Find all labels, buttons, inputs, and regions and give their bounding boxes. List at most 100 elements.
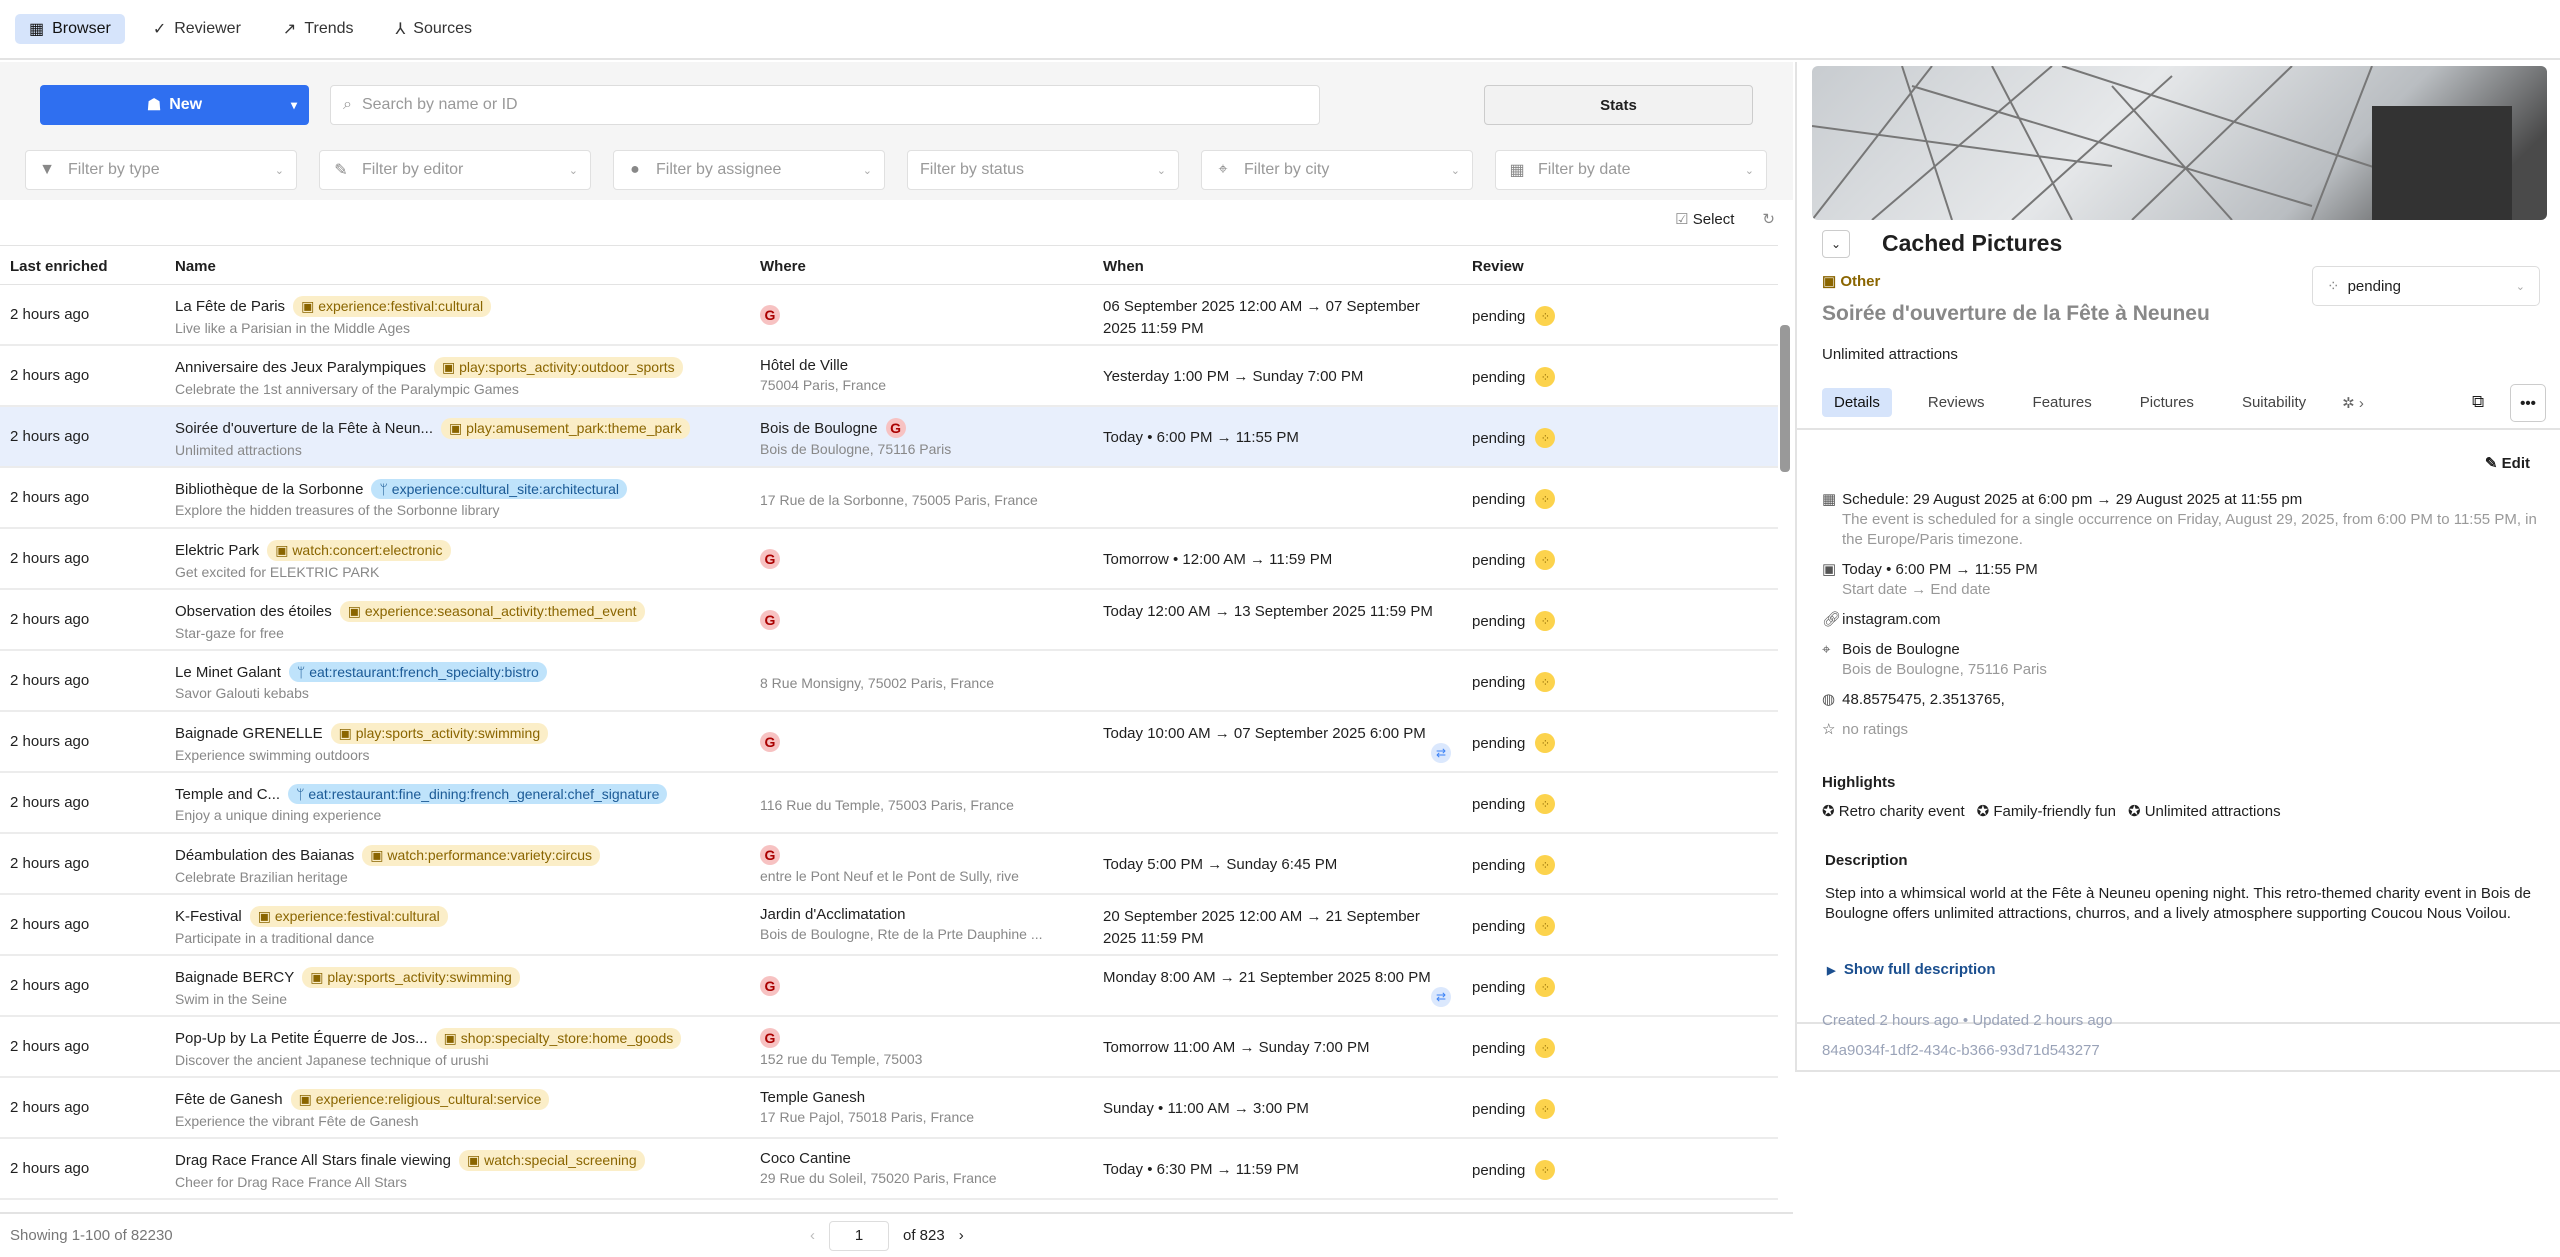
tab-details[interactable]: Details <box>1822 388 1892 417</box>
last-enriched: 2 hours ago <box>10 306 90 323</box>
event-name: Drag Race France All Stars finale viewin… <box>175 1152 451 1169</box>
star-icon: ☆ <box>1822 721 1836 738</box>
nav-reviewer[interactable]: ✓ Reviewer <box>152 20 241 38</box>
pending-icon: ⁘ <box>1535 855 1556 875</box>
filter-editor[interactable]: ✎ Filter by editor ⌄ <box>319 150 591 190</box>
calendar-star-icon: ▣ <box>466 1152 481 1168</box>
place-address: entre le Pont Neuf et le Pont de Sully, … <box>760 868 1019 884</box>
table-row[interactable]: 2 hours ago Anniversaire des Jeux Paraly… <box>0 346 1778 407</box>
table-row[interactable]: 2 hours ago K-Festival ▣ experience:festi… <box>0 895 1778 956</box>
pending-icon: ⁘ <box>1535 489 1556 509</box>
calendar-star-icon: ▣ <box>370 847 384 863</box>
place-address: 17 Rue Pajol, 75018 Paris, France <box>760 1109 975 1125</box>
review-status: pending <box>1472 429 1526 447</box>
category-tag: ▣ play:sports_activity:swimming <box>302 967 520 988</box>
tab-features[interactable]: Features <box>2032 394 2092 411</box>
toolbar: ☗ New ▾ ⌕ Search by name or ID Stats ▼ Filte… <box>0 62 1793 200</box>
bug-icon[interactable]: ✲ › <box>2342 394 2364 412</box>
external-link-icon[interactable]: ⧉ <box>2472 392 2485 411</box>
tab-pictures[interactable]: Pictures <box>2139 394 2194 411</box>
filter-date[interactable]: ▦ Filter by date ⌄ <box>1495 150 1767 190</box>
col-review[interactable]: Review <box>1472 258 1524 275</box>
status-select[interactable]: ⁘ pending ⌄ <box>2312 266 2540 306</box>
table-row[interactable]: 2 hours ago Baignade BERCY ▣ play:sports_… <box>0 956 1778 1017</box>
table-row[interactable]: 2 hours ago Fête de Ganesh ▣ experience:r… <box>0 1078 1778 1139</box>
check-circle-icon: ✓ <box>152 21 167 38</box>
event-name: Soirée d'ouverture de la Fête à Neun... <box>175 420 434 437</box>
calendar-star-icon: ▣ <box>1822 561 1837 578</box>
table-row[interactable]: 2 hours ago Elektric Park ▣ watch:concert… <box>0 529 1778 590</box>
refresh-icon[interactable]: ↻ <box>1762 211 1775 228</box>
col-where[interactable]: Where <box>760 258 806 275</box>
when-info: ▣ Today • 6:00 PM → 11:55 PM Start date →… <box>1822 561 2038 598</box>
filter-assignee[interactable]: ● Filter by assignee ⌄ <box>613 150 885 190</box>
review-status: pending <box>1472 307 1526 325</box>
page-input[interactable]: 1 <box>829 1220 889 1251</box>
place-name: Bois de Boulogne <box>760 419 878 437</box>
table-row[interactable]: 2 hours ago Pop-Up by La Petite Équerre … <box>0 1017 1778 1078</box>
table-row[interactable]: 2 hours ago Drag Race France All Stars f… <box>0 1139 1778 1200</box>
nav-sources[interactable]: ⅄ Sources <box>395 20 472 38</box>
tab-reviews[interactable]: Reviews <box>1927 394 1985 411</box>
edit-button[interactable]: ✎ Edit <box>2484 455 2530 472</box>
category-label: ▣ Other <box>1822 273 1881 290</box>
col-name[interactable]: Name <box>175 258 216 275</box>
new-button[interactable]: ☗ New ▾ <box>40 85 309 125</box>
nav-browser[interactable]: ▦ Browser <box>15 14 125 44</box>
collapse-button[interactable]: ⌄ <box>1822 230 1850 258</box>
pending-icon: ⁘ <box>1535 794 1556 814</box>
last-enriched: 2 hours ago <box>10 1099 90 1116</box>
nav-trends[interactable]: ↗ Trends <box>282 20 354 38</box>
table-row[interactable]: 2 hours ago Observation des étoiles ▣ exp… <box>0 590 1778 651</box>
pending-icon: ⁘ <box>1535 306 1556 326</box>
col-last-enriched[interactable]: Last enriched <box>10 258 108 275</box>
table-row[interactable]: 2 hours ago Baignade GRENELLE ▣ play:spor… <box>0 712 1778 773</box>
tab-suitability[interactable]: Suitability <box>2241 394 2307 411</box>
last-enriched: 2 hours ago <box>10 672 90 689</box>
place-address: Bois de Boulogne, 75116 Paris <box>760 441 952 457</box>
filter-city[interactable]: ⌖ Filter by city ⌄ <box>1201 150 1473 190</box>
event-subtitle: Celebrate the 1st anniversary of the Par… <box>175 381 519 397</box>
more-button[interactable]: ••• <box>2510 384 2546 422</box>
filter-status[interactable]: Filter by status ⌄ <box>907 150 1179 190</box>
highlight-item: ✪ Retro charity event <box>1822 803 1965 820</box>
google-icon: G <box>885 418 906 438</box>
google-icon: G <box>760 610 780 630</box>
search-input[interactable]: ⌕ Search by name or ID <box>330 85 1320 125</box>
ratings-info: ☆ no ratings <box>1822 721 1909 738</box>
chevron-down-icon: ⌄ <box>1450 164 1460 177</box>
table-row[interactable]: 2 hours ago Soirée d'ouverture de la Fêt… <box>0 407 1778 468</box>
filter-type[interactable]: ▼ Filter by type ⌄ <box>25 150 297 190</box>
show-full-description[interactable]: ▶ Show full description <box>1827 961 1996 978</box>
scrollbar[interactable] <box>1780 325 1790 472</box>
event-name: Déambulation des Baianas <box>175 847 355 864</box>
table-row[interactable]: 2 hours ago Temple and C... ᛘ eat:restaur… <box>0 773 1778 834</box>
chevron-down-icon: ⌄ <box>862 164 872 177</box>
col-when[interactable]: When <box>1103 258 1144 275</box>
calendar-star-icon: ▣ <box>441 359 456 375</box>
calendar-star-icon: ▣ <box>298 1091 312 1107</box>
select-toggle[interactable]: ☑ Select <box>1675 211 1735 228</box>
prev-page-icon[interactable]: ‹ <box>810 1227 815 1244</box>
review-status: pending <box>1472 1161 1526 1179</box>
calendar-star-icon: ▣ <box>257 908 271 924</box>
category-tag: ▣ watch:concert:electronic <box>267 540 451 561</box>
table-row[interactable]: 2 hours ago Bibliothèque de la Sorbonne ᛘ… <box>0 468 1778 529</box>
divider <box>1797 428 2560 430</box>
category-icon: ▣ <box>1822 273 1837 290</box>
event-when: Today • 6:30 PM → 11:59 PM <box>1103 1161 1299 1178</box>
review-status: pending <box>1472 551 1526 569</box>
chevron-down-icon[interactable]: ▾ <box>290 98 297 112</box>
pending-icon: ⁘ <box>1535 977 1556 997</box>
table-row[interactable]: 2 hours ago Déambulation des Baianas ▣ wa… <box>0 834 1778 895</box>
category-tag: ▣ experience:religious_cultural:service <box>290 1089 550 1110</box>
user-icon: ● <box>630 161 640 178</box>
pending-icon: ⁘ <box>1535 672 1556 692</box>
event-when: Today 10:00 AM → 07 September 2025 6:00 … <box>1103 725 1426 742</box>
next-page-icon[interactable]: › <box>958 1227 964 1244</box>
sources-icon: ⅄ <box>395 21 406 38</box>
category-tag: ▣ experience:festival:cultural <box>293 296 492 317</box>
stats-button[interactable]: Stats <box>1484 85 1753 125</box>
table-row[interactable]: 2 hours ago Le Minet Galant ᛘ eat:restaur… <box>0 651 1778 712</box>
table-row[interactable]: 2 hours ago La Fête de Paris ▣ experience… <box>0 285 1778 346</box>
